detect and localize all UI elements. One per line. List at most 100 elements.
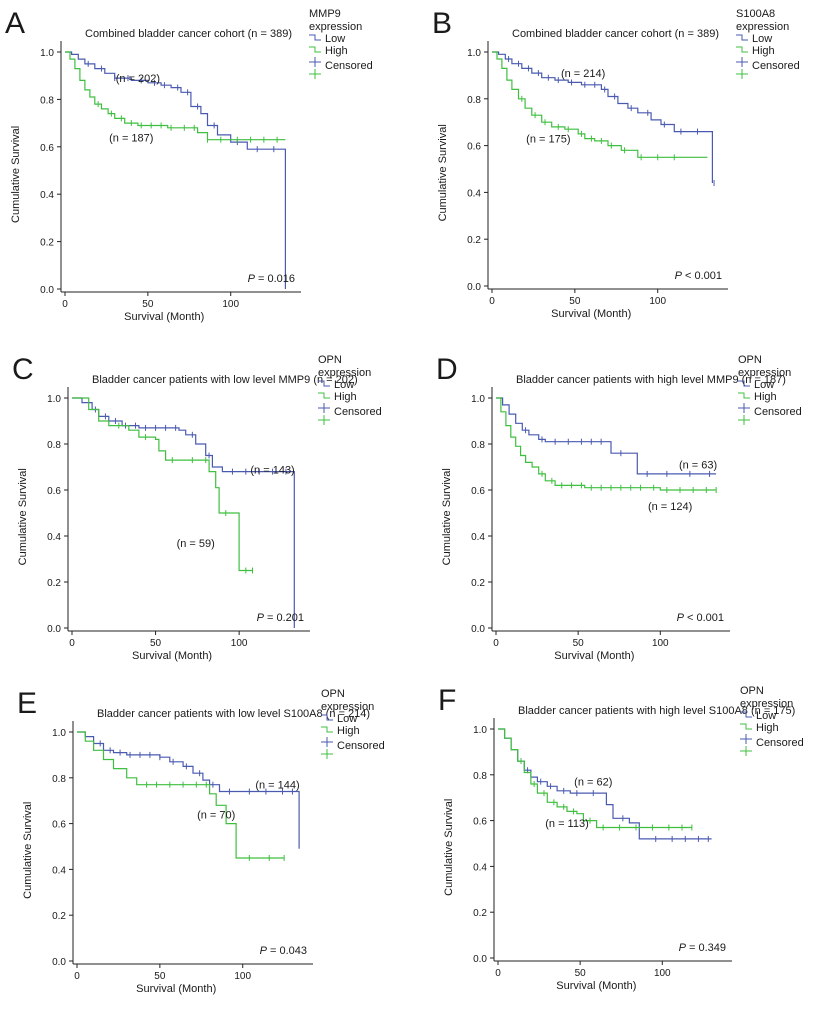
km-curve-low [492,51,713,183]
p-value: P < 0.001 [677,612,724,624]
p-value-label: P [679,942,687,954]
legend-label-censored-high: Censored [756,737,804,749]
p-value-text: = 0.043 [267,945,307,957]
legend-swatch-low [740,711,752,718]
legend-label-high: High [754,391,777,403]
x-tick-label: 100 [231,638,248,649]
x-tick-label: 50 [150,638,162,649]
p-value-label: P [248,273,256,285]
legend-swatch-high [309,46,321,53]
y-tick-label: 0.4 [47,532,61,543]
legend-censor-icon-high [321,749,333,759]
panel-a: A Combined bladder cancer cohort (n = 389… [5,7,373,323]
curve-annotation: (n = 113) [545,818,589,830]
panel-c: C Bladder cancer patients with low level … [12,353,382,662]
legend-label-high: High [325,45,348,57]
legend-label-censored: Censored [325,60,373,72]
curve-annotation: (n = 143) [250,464,294,476]
legend-subtitle: expression [740,698,793,710]
x-tick-label: 0 [74,971,80,982]
legend-label-censored-high: Censored [754,406,802,418]
y-tick-label: 0.4 [473,862,487,873]
panel-e: E Bladder cancer patients with low level … [17,687,385,995]
y-tick-label: 0.2 [47,578,61,589]
p-value-text: = 0.016 [255,273,295,285]
p-value: P = 0.201 [257,612,304,624]
y-tick-label: 0.0 [471,624,485,635]
y-tick-label: 0.0 [40,285,54,296]
legend-label-censored: Censored [334,406,382,418]
y-tick-label: 1.0 [47,394,61,405]
panel-letter: A [5,7,25,40]
curve-annotation: (n = 124) [648,501,692,513]
legend-label-low: Low [756,710,776,722]
curve-annotation: (n = 62) [574,777,612,789]
legend-swatch-high [321,726,333,733]
y-tick-label: 0.2 [471,578,485,589]
y-tick-label: 0.2 [52,911,66,922]
y-tick-label: 0.0 [47,624,61,635]
legend-label-censored: Censored [752,60,800,72]
legend-label-censored: Censored [756,737,804,749]
legend-subtitle: expression [309,21,362,33]
y-tick-label: 0.6 [467,142,481,153]
y-axis-label: Cumulative Survival [10,126,22,223]
x-axis-label: Survival (Month) [556,980,636,992]
legend-swatch-high [738,392,750,399]
y-tick-label: 0.0 [467,282,481,293]
y-tick-label: 0.6 [471,486,485,497]
x-tick-label: 0 [489,296,495,307]
legend-swatch-high [740,723,752,730]
y-tick-label: 0.2 [467,235,481,246]
panel-b: B Combined bladder cancer cohort (n = 389… [432,7,800,320]
x-tick-label: 0 [493,638,499,649]
panel-f: F Bladder cancer patients with high level… [438,684,804,992]
y-axis-label: Cumulative Survival [22,802,34,899]
chart-title: Bladder cancer patients with low level M… [92,374,358,386]
p-value-label: P [257,612,265,624]
legend-swatch-low [309,34,321,41]
y-tick-label: 0.8 [47,440,61,451]
p-value-label: P [260,945,268,957]
y-tick-label: 0.6 [40,143,54,154]
curve-annotation: (n = 202) [116,73,160,85]
y-tick-label: 1.0 [473,725,487,736]
legend-label-low: Low [334,379,354,391]
legend-label-low: Low [337,713,357,725]
legend-swatch-low [321,714,333,721]
legend-label-high: High [752,45,775,57]
y-axis-label: Cumulative Survival [437,124,449,221]
x-tick-label: 50 [573,638,585,649]
curve-annotation: (n = 187) [109,132,153,144]
legend-swatch-high [736,46,748,53]
legend-label-high: High [337,725,360,737]
x-tick-label: 0 [62,299,68,310]
legend-censor-icon-low [738,403,750,413]
km-curve-low [496,397,717,475]
legend-label-censored-high: Censored [337,740,385,752]
km-curve-low [65,51,286,289]
legend-swatch-low [738,380,750,387]
y-tick-label: 0.0 [52,957,66,968]
y-tick-label: 0.0 [473,954,487,965]
legend-subtitle: expression [318,367,371,379]
legend-swatch-low [318,380,330,387]
legend-label-censored: Censored [754,406,802,418]
legend-title: S100A8 [736,8,775,20]
x-tick-label: 100 [654,968,671,979]
y-tick-label: 1.0 [52,728,66,739]
y-tick-label: 0.4 [467,188,481,199]
y-tick-label: 0.4 [471,532,485,543]
y-tick-label: 1.0 [467,48,481,59]
legend-subtitle: expression [738,367,791,379]
panel-d: D Bladder cancer patients with high level… [436,353,802,662]
legend-censor-icon-high [318,415,330,425]
km-curve-high [72,397,253,572]
legend-label-high: High [756,722,779,734]
legend-censor-icon-high [309,69,321,79]
y-tick-label: 0.4 [40,190,54,201]
legend-censor-icon-low [318,403,330,413]
y-tick-label: 0.8 [40,95,54,106]
panel-letter: C [12,353,34,386]
